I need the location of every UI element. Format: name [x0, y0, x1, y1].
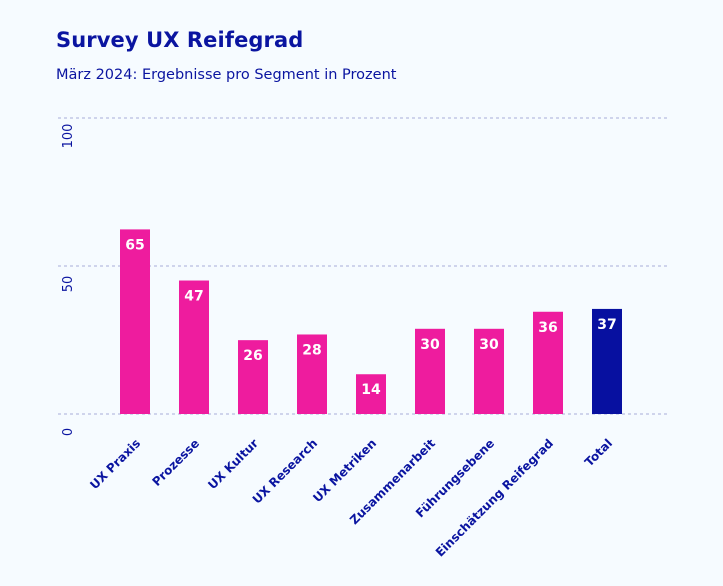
- bar-führungsebene: [474, 328, 504, 414]
- y-tick-label-0: 0: [61, 428, 76, 436]
- data-label: 28: [302, 342, 321, 358]
- data-label: 30: [420, 337, 440, 353]
- x-tick-label: UX Kultur: [205, 436, 261, 492]
- x-tick-label: UX Praxis: [87, 436, 143, 492]
- x-tick-label: Prozesse: [149, 436, 202, 489]
- bar-ux-research: [297, 334, 327, 414]
- y-axis-ticks: 0 50 100: [61, 124, 76, 437]
- data-label: 30: [479, 337, 499, 353]
- data-label: 65: [125, 237, 144, 253]
- y-tick-label-50: 50: [61, 276, 76, 293]
- bar-einschätzung-reifegrad: [533, 311, 563, 414]
- data-labels: 65 47 26 28 14 30 30 36 37: [125, 237, 616, 398]
- chart-title: Survey UX Reifegrad: [56, 28, 304, 52]
- x-tick-label: Total: [582, 436, 615, 469]
- y-tick-label-100: 100: [61, 124, 76, 149]
- bar-zusammenarbeit: [415, 328, 445, 414]
- bar-prozesse: [179, 280, 209, 414]
- bar-total: [592, 308, 622, 414]
- data-label: 14: [361, 382, 381, 398]
- data-label: 47: [184, 289, 203, 305]
- chart-subtitle: März 2024: Ergebnisse pro Segment in Pro…: [56, 67, 397, 83]
- data-label: 36: [538, 320, 557, 336]
- bar-ux-metriken: [356, 374, 386, 414]
- bar-ux-praxis: [120, 229, 150, 414]
- bar-ux-kultur: [238, 340, 268, 414]
- data-label: 37: [597, 317, 616, 333]
- bars: [120, 229, 622, 414]
- data-label: 26: [243, 348, 262, 364]
- x-tick-label: Einschätzung Reifegrad: [433, 436, 556, 559]
